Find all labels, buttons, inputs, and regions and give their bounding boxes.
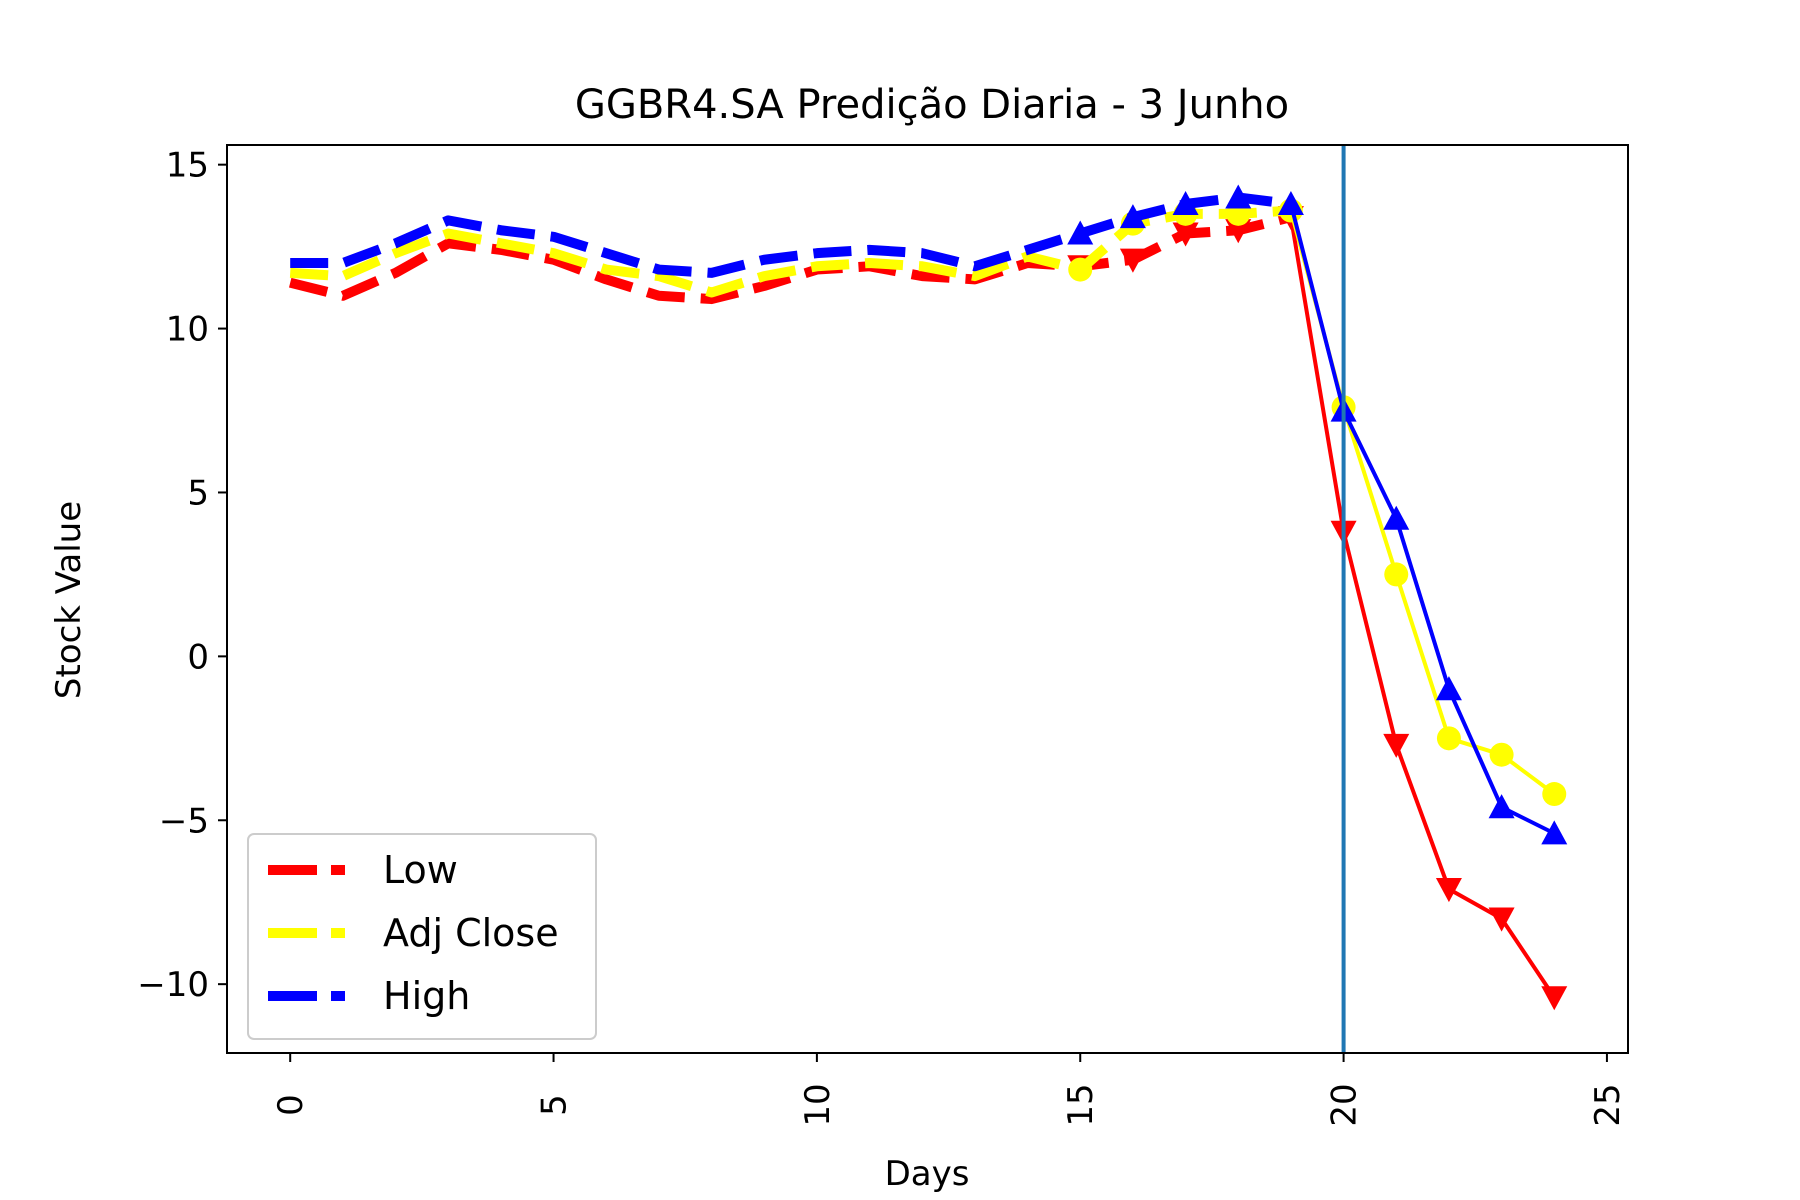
x-tick-label: 10 [798, 1083, 838, 1126]
legend-label: High [383, 974, 470, 1018]
series-low-point [1488, 907, 1515, 932]
y-tick-label: −5 [159, 801, 209, 841]
series-high-point [1435, 676, 1462, 701]
x-axis-label: Days [885, 1154, 970, 1194]
y-axis: 15 10 5 0 −5 −10 [137, 146, 227, 1005]
series-high-point [1488, 794, 1515, 819]
y-tick-label: 15 [166, 146, 209, 186]
legend: Low Adj Close High [247, 833, 597, 1040]
legend-label: Low [383, 848, 458, 892]
series-high-point [1225, 184, 1252, 209]
series-low-point [1435, 878, 1462, 903]
series-adj-close-forecast-line [1288, 210, 1556, 796]
y-tick-label: −10 [137, 965, 209, 1005]
series-low-historical-line [288, 212, 1293, 305]
x-tick-label: 20 [1325, 1083, 1365, 1126]
series-adj-close-point [1542, 782, 1567, 807]
legend-box [247, 833, 597, 1040]
series-high-point [1541, 820, 1568, 845]
series-low-point [1172, 222, 1199, 247]
x-tick-label: 5 [535, 1094, 575, 1116]
x-tick-label: 0 [271, 1094, 311, 1116]
series-low-point [1225, 219, 1252, 244]
series-low-forecast-line [1288, 216, 1556, 999]
y-tick-label: 10 [166, 310, 209, 350]
series-high-point [1277, 191, 1304, 216]
series-high-forecast-line [1288, 203, 1556, 836]
legend-label: Adj Close [383, 911, 559, 955]
plot-frame [226, 144, 1629, 1054]
y-axis-label: Stock Value [49, 501, 89, 699]
series-high-historical-line [290, 192, 1292, 278]
series-adj-close-point [1489, 742, 1514, 767]
x-tick-label: 15 [1061, 1083, 1101, 1126]
chart-title: GGBR4.SA Predição Diaria - 3 Junho [575, 82, 1289, 128]
plot-area [288, 145, 1568, 1053]
x-axis: 0 5 10 15 20 25 [271, 1053, 1628, 1127]
series-high-point [1067, 220, 1094, 245]
y-tick-label: 5 [187, 473, 209, 513]
series-high-point [1383, 505, 1410, 530]
series-high-point [1119, 204, 1146, 229]
series-adj-close-point [1436, 726, 1461, 751]
y-tick-label: 0 [187, 637, 209, 677]
series-adj-close-point [1068, 257, 1093, 282]
series-high-point [1172, 191, 1199, 216]
series-low-point [1541, 986, 1568, 1011]
series-low-point [1383, 733, 1410, 758]
series-adj-close-point [1384, 562, 1409, 587]
series-low-point [1119, 248, 1146, 273]
x-tick-label: 25 [1588, 1083, 1628, 1126]
